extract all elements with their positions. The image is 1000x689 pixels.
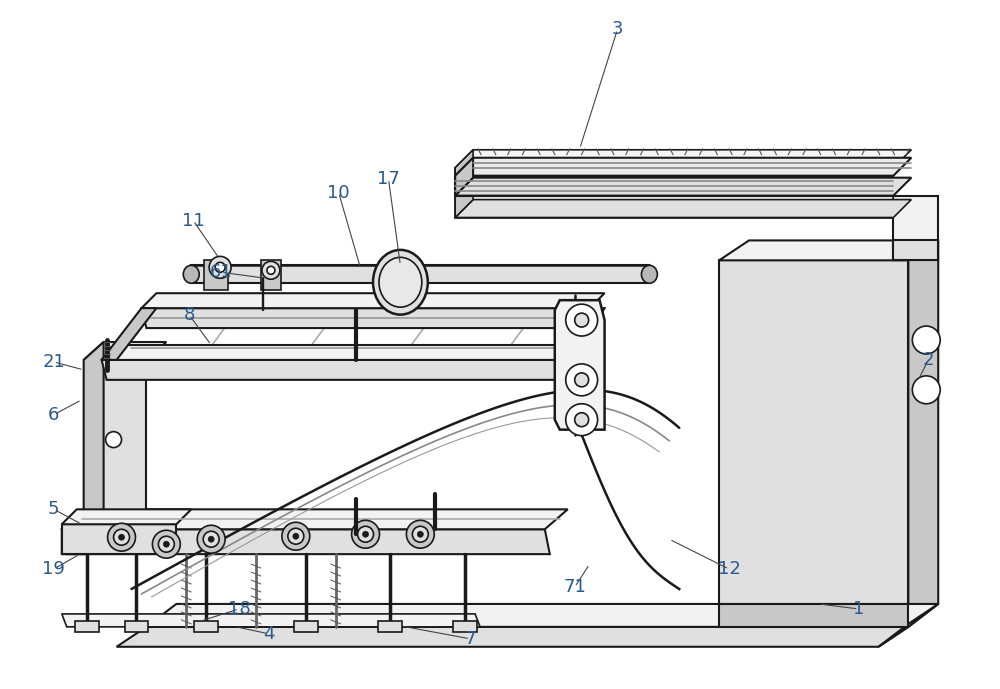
Polygon shape	[455, 150, 473, 218]
Polygon shape	[62, 524, 176, 554]
Polygon shape	[893, 240, 938, 260]
Polygon shape	[455, 158, 911, 176]
Circle shape	[575, 373, 589, 387]
Circle shape	[412, 526, 428, 542]
Polygon shape	[125, 621, 148, 632]
Polygon shape	[719, 240, 938, 260]
Polygon shape	[84, 342, 104, 529]
Text: 71: 71	[563, 578, 586, 596]
Ellipse shape	[215, 263, 225, 272]
Text: 7: 7	[464, 630, 476, 648]
Polygon shape	[455, 150, 911, 167]
Circle shape	[203, 531, 219, 547]
Polygon shape	[194, 621, 218, 632]
Text: 5: 5	[48, 500, 60, 518]
Polygon shape	[102, 360, 565, 380]
Circle shape	[912, 376, 940, 404]
Polygon shape	[62, 509, 191, 524]
Text: 2: 2	[923, 351, 934, 369]
Circle shape	[575, 313, 589, 327]
Circle shape	[358, 526, 374, 542]
Polygon shape	[453, 621, 477, 632]
Ellipse shape	[209, 256, 231, 278]
Polygon shape	[261, 260, 281, 290]
Polygon shape	[719, 604, 908, 627]
Polygon shape	[75, 621, 99, 632]
Circle shape	[575, 413, 589, 426]
Text: 3: 3	[612, 20, 623, 39]
Polygon shape	[62, 614, 480, 627]
Text: 11: 11	[182, 212, 205, 229]
Text: 12: 12	[718, 560, 741, 578]
Polygon shape	[62, 509, 568, 529]
Polygon shape	[141, 308, 595, 328]
Circle shape	[566, 304, 598, 336]
Polygon shape	[378, 621, 402, 632]
Polygon shape	[908, 240, 938, 604]
Circle shape	[293, 533, 299, 539]
Circle shape	[108, 523, 135, 551]
Circle shape	[566, 364, 598, 395]
Circle shape	[566, 404, 598, 435]
Polygon shape	[191, 265, 649, 283]
Polygon shape	[294, 621, 318, 632]
Circle shape	[119, 534, 125, 540]
Circle shape	[106, 431, 122, 448]
Text: 8: 8	[184, 306, 195, 324]
Text: 4: 4	[263, 625, 275, 643]
Circle shape	[363, 531, 369, 537]
Polygon shape	[141, 294, 605, 308]
Polygon shape	[893, 196, 938, 260]
Polygon shape	[560, 308, 605, 360]
Polygon shape	[117, 627, 908, 647]
Ellipse shape	[373, 250, 428, 315]
Circle shape	[208, 536, 214, 542]
Text: 6: 6	[48, 406, 59, 424]
Circle shape	[417, 531, 423, 537]
Polygon shape	[455, 178, 911, 196]
Circle shape	[282, 522, 310, 551]
Ellipse shape	[262, 261, 280, 279]
Circle shape	[114, 529, 129, 545]
Text: 1: 1	[853, 600, 864, 618]
Ellipse shape	[379, 258, 422, 307]
Circle shape	[152, 531, 180, 558]
Polygon shape	[455, 176, 893, 196]
Text: 19: 19	[42, 560, 65, 578]
Polygon shape	[84, 342, 166, 360]
Polygon shape	[62, 509, 85, 554]
Circle shape	[158, 536, 174, 552]
Text: 10: 10	[327, 183, 350, 202]
Text: 61: 61	[210, 263, 233, 281]
Circle shape	[163, 541, 169, 547]
Circle shape	[406, 520, 434, 548]
Polygon shape	[455, 158, 473, 196]
Polygon shape	[62, 529, 550, 554]
Circle shape	[288, 528, 304, 544]
Ellipse shape	[267, 267, 275, 274]
Text: 18: 18	[228, 600, 250, 618]
Circle shape	[912, 326, 940, 354]
Polygon shape	[455, 167, 893, 218]
Polygon shape	[102, 308, 156, 360]
Ellipse shape	[183, 265, 199, 283]
Polygon shape	[102, 345, 575, 360]
Polygon shape	[146, 604, 938, 627]
Circle shape	[352, 520, 379, 548]
Polygon shape	[555, 300, 605, 430]
Polygon shape	[204, 260, 228, 290]
Polygon shape	[719, 260, 908, 604]
Polygon shape	[878, 604, 938, 647]
Ellipse shape	[641, 265, 657, 283]
Polygon shape	[455, 200, 911, 218]
Text: 21: 21	[42, 353, 65, 371]
Circle shape	[197, 525, 225, 553]
Polygon shape	[84, 360, 146, 529]
Text: 17: 17	[377, 169, 400, 187]
